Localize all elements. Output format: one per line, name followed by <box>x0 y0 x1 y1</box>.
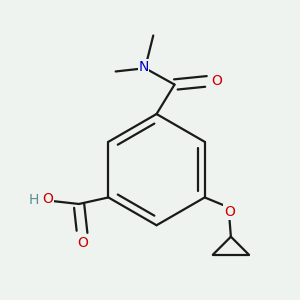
Text: O: O <box>77 236 88 250</box>
Text: O: O <box>224 205 235 219</box>
Text: O: O <box>211 74 222 88</box>
Text: H: H <box>28 193 39 207</box>
Text: O: O <box>42 192 53 206</box>
Text: N: N <box>138 60 148 74</box>
